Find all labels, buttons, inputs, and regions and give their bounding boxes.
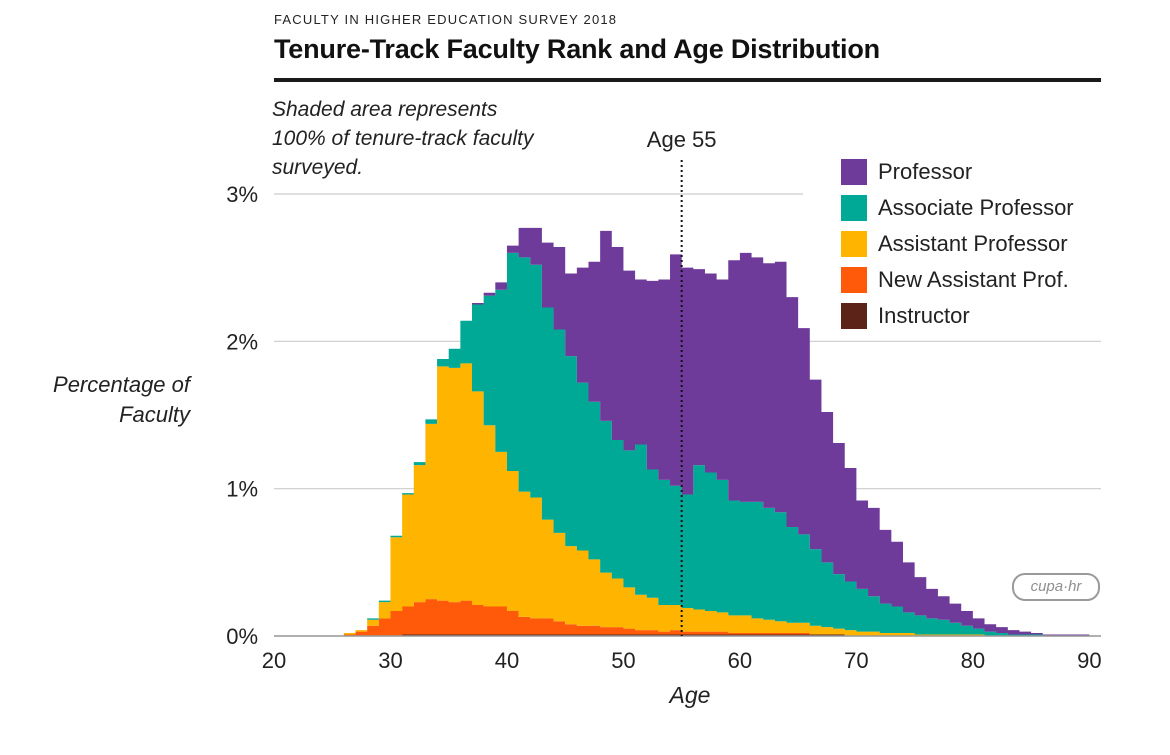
legend-label: Assistant Professor (878, 231, 1068, 256)
legend-item: Associate Professor (841, 190, 1074, 226)
legend: Professor Associate Professor Assistant Pr… (841, 154, 1074, 334)
x-tick-label: 60 (728, 648, 752, 673)
legend-item: New Assistant Prof. (841, 262, 1074, 298)
legend-item: Assistant Professor (841, 226, 1074, 262)
x-tick-label: 40 (495, 648, 519, 673)
legend-item: Instructor (841, 298, 1074, 334)
y-tick-label: 1% (226, 477, 258, 502)
series-area-new-assistant-prof (343, 599, 1101, 636)
x-tick-label: 50 (611, 648, 635, 673)
legend-swatch (841, 159, 867, 185)
y-tick-label: 2% (226, 329, 258, 354)
legend-swatch (841, 231, 867, 257)
x-tick-label: 30 (378, 648, 402, 673)
series-area-associate-professor (343, 252, 1101, 636)
age-55-label: Age 55 (647, 127, 717, 152)
y-axis-label: Percentage of Faculty (53, 372, 190, 427)
legend-swatch (841, 267, 867, 293)
y-tick-label: 0% (226, 624, 258, 649)
chart-title: Tenure-Track Faculty Rank and Age Distri… (274, 34, 880, 64)
legend-swatch (841, 195, 867, 221)
legend-label: Associate Professor (878, 195, 1074, 220)
legend-swatch (841, 303, 867, 329)
legend-label: New Assistant Prof. (878, 267, 1069, 292)
series-area-assistant-professor (343, 363, 1101, 636)
x-tick-label: 20 (262, 648, 286, 673)
x-tick-label: 90 (1077, 648, 1101, 673)
shaded-area-note: Shaded area represents 100% of tenure-tr… (272, 98, 534, 179)
survey-kicker: FACULTY IN HIGHER EDUCATION SURVEY 2018 (274, 12, 618, 27)
legend-item: Professor (841, 154, 1074, 190)
x-tick-label: 70 (844, 648, 868, 673)
cupa-hr-logo: cupa·hr (1012, 573, 1100, 601)
y-tick-label: 3% (226, 182, 258, 207)
legend-label: Instructor (878, 303, 970, 328)
x-axis-label: Age (669, 682, 711, 708)
legend-label: Professor (878, 159, 973, 184)
series-area-professor (343, 227, 1101, 636)
title-rule (274, 78, 1101, 82)
x-tick-label: 80 (961, 648, 985, 673)
